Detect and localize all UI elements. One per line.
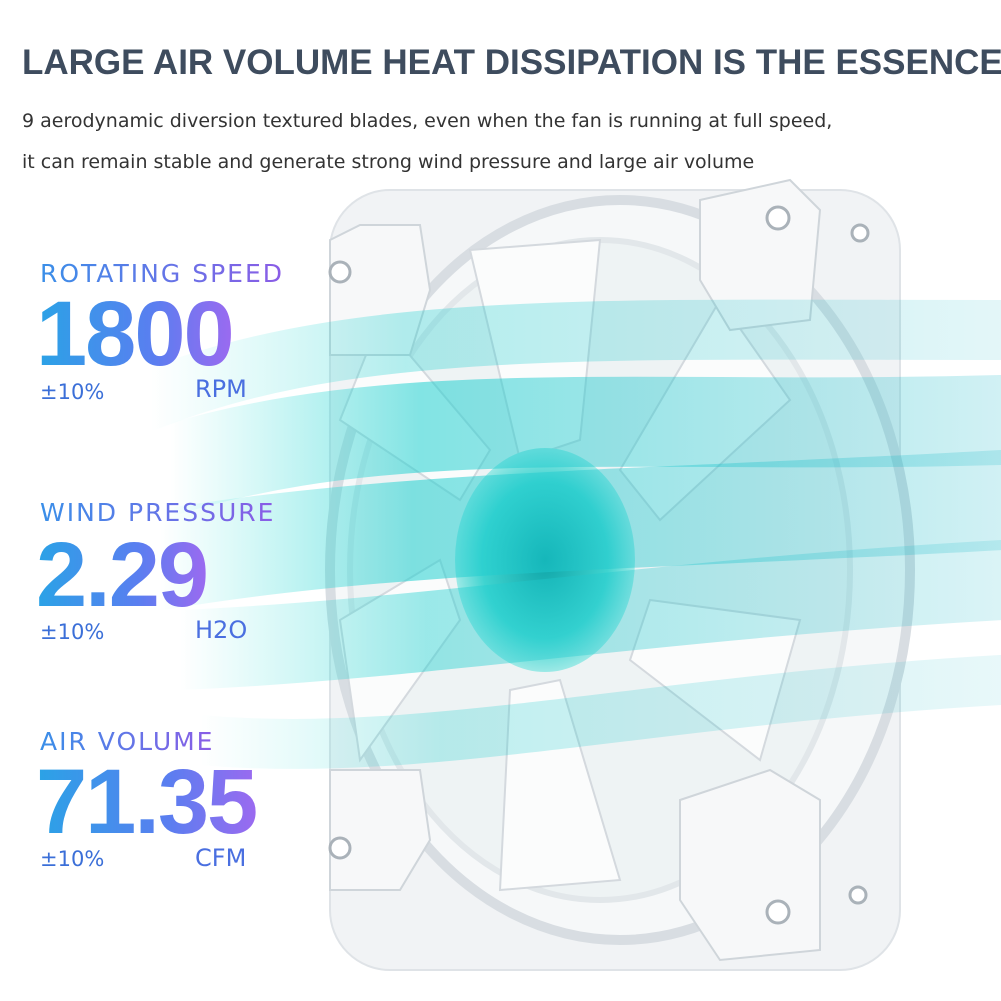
spec-unit: H2O <box>195 616 247 644</box>
spec-tolerance: ±10% <box>40 380 104 404</box>
spec-unit: CFM <box>195 844 246 872</box>
spec-label: AIR VOLUME <box>40 727 214 756</box>
spec-value: 2.29 <box>36 524 207 626</box>
airflow <box>110 299 1001 770</box>
spec-value: 71.35 <box>36 751 256 853</box>
spec-unit: RPM <box>195 375 247 403</box>
spec-value: 1800 <box>36 283 233 385</box>
spec-tolerance: ±10% <box>40 847 104 871</box>
screw-holes <box>328 205 870 925</box>
spec-label: WIND PRESSURE <box>40 498 275 527</box>
fan-illustration <box>110 178 1001 971</box>
subtitle-line: 9 aerodynamic diversion textured blades,… <box>22 110 832 132</box>
spec-label: ROTATING SPEED <box>40 259 284 288</box>
subtitle-line: it can remain stable and generate strong… <box>22 151 754 173</box>
title: LARGE AIR VOLUME HEAT DISSIPATION IS THE… <box>22 43 1001 82</box>
spec-tolerance: ±10% <box>40 620 104 644</box>
